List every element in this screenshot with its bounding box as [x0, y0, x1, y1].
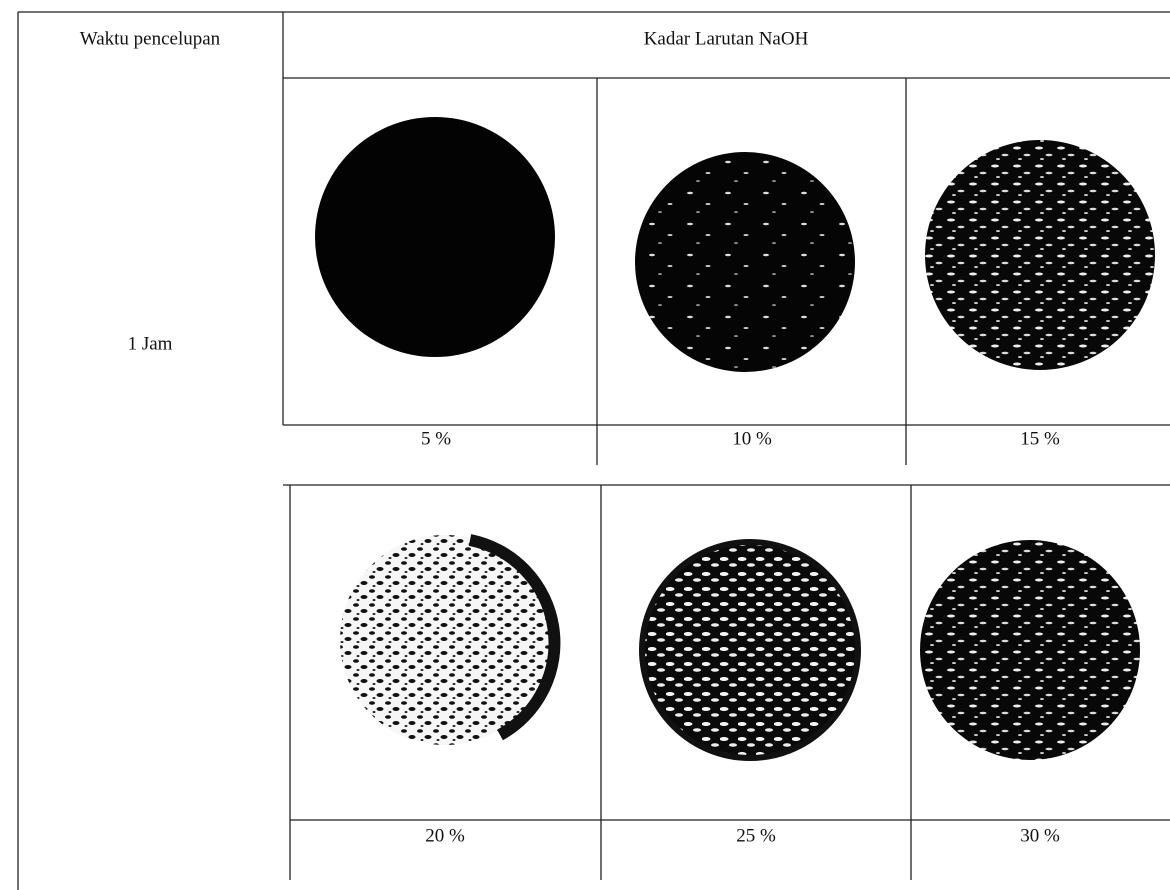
page: Waktu pencelupan Kadar Larutan NaOH 1 Ja…: [0, 0, 1170, 890]
caption: 10 %: [732, 428, 772, 449]
table-rules: [18, 12, 1170, 890]
caption: 20 %: [425, 825, 465, 846]
caption: 5 %: [421, 428, 451, 449]
row-label: 1 Jam: [128, 333, 173, 354]
specimen-25: [642, 542, 858, 758]
caption: 25 %: [736, 825, 776, 846]
specimen-10: [635, 152, 855, 372]
document-table: Waktu pencelupan Kadar Larutan NaOH 1 Ja…: [0, 0, 1170, 890]
specimen-5: [315, 117, 555, 357]
caption: 30 %: [1020, 825, 1060, 846]
specimen-15: [925, 140, 1155, 370]
specimen-30: [920, 540, 1140, 760]
header-cell: Waktu pencelupan: [80, 28, 221, 49]
header-cell: Kadar Larutan NaOH: [644, 28, 809, 49]
caption: 15 %: [1020, 428, 1060, 449]
